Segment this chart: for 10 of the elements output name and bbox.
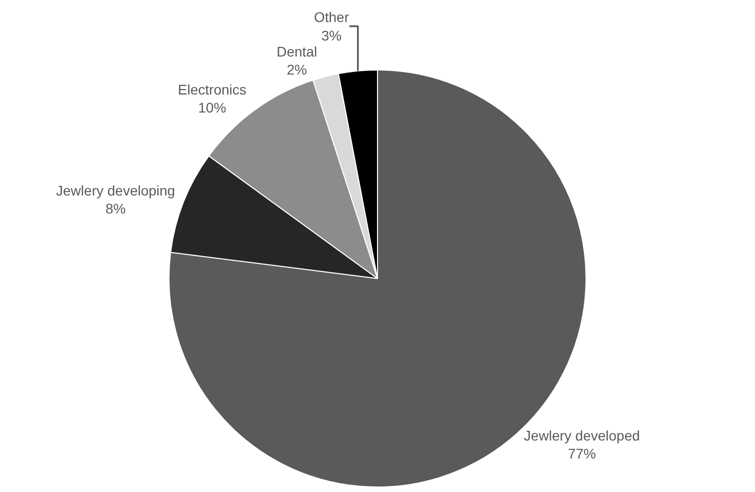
data-label: 8% [105, 200, 126, 217]
data-label: 10% [198, 100, 226, 116]
slice-label: Jewlery developing [56, 182, 176, 198]
slice-label: Dental [276, 43, 318, 60]
slice-label: Jewlery developed [524, 427, 640, 444]
slice-label: Electronics [178, 82, 246, 98]
data-label: 3% [321, 27, 342, 44]
slice-label: Other [314, 9, 350, 26]
data-label: 77% [568, 446, 596, 462]
data-label: 2% [286, 62, 307, 78]
